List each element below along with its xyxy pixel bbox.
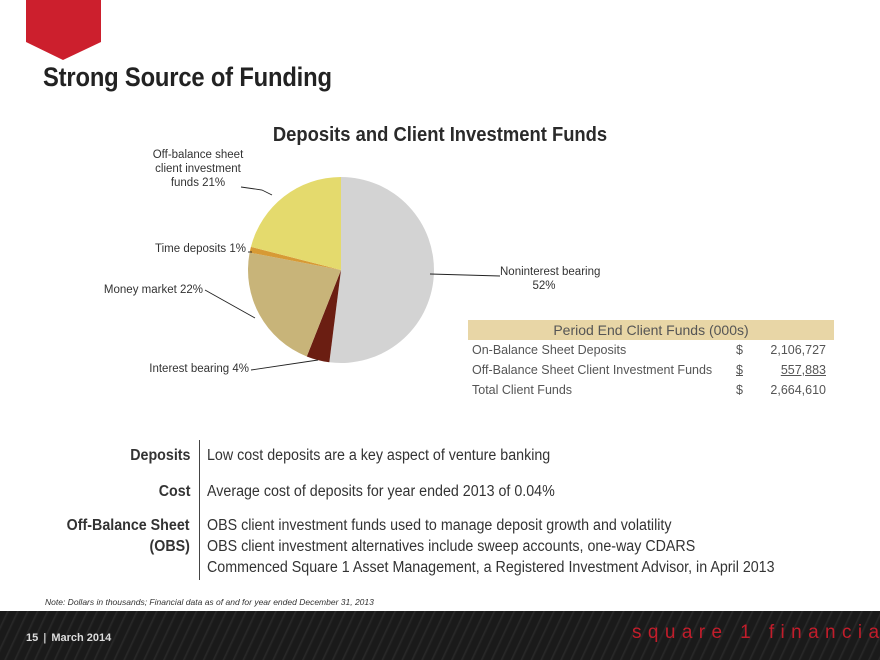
leader-line (250, 359, 319, 371)
leader-line (240, 186, 273, 196)
leader-line (204, 289, 256, 319)
footer-page-info: 15 | March 2014 (26, 632, 111, 644)
footer-date: March 2014 (51, 632, 112, 644)
table-row: Off-Balance Sheet Client Investment Fund… (468, 360, 834, 380)
section-text-obs-2: OBS client investment alternatives inclu… (207, 538, 696, 555)
row-label: Off-Balance Sheet Client Investment Fund… (472, 363, 713, 377)
footer-bar (0, 611, 880, 660)
banner-tab-shape (26, 0, 101, 60)
pie-slice-off-balance-sheet-client-investment-funds (250, 177, 341, 270)
section-text-cost: Average cost of deposits for year ended … (207, 483, 555, 500)
banner-tab (26, 0, 101, 60)
slice-label: Money market 22% (104, 284, 203, 296)
row-amount: 2,664,610 (770, 383, 826, 397)
slice-label: Interest bearing 4% (149, 363, 249, 375)
footer-separator: | (43, 632, 47, 644)
row-label: Total Client Funds (472, 383, 573, 397)
row-currency: $ (736, 343, 743, 357)
section-divider (199, 440, 200, 580)
slice-label: Time deposits 1% (155, 243, 246, 255)
table-header: Period End Client Funds (000s) (468, 320, 834, 340)
section-label-obs-abbr: (OBS) (149, 538, 190, 555)
table-row: On-Balance Sheet Deposits $ 2,106,727 (468, 340, 834, 360)
brand-logo: square 1 financial (632, 622, 880, 643)
section-label-cost: Cost (158, 483, 190, 500)
page-number: 15 (26, 632, 39, 644)
row-amount: 2,106,727 (770, 343, 826, 357)
row-currency: $ (736, 383, 743, 397)
pie-slice-interest-bearing (306, 270, 341, 363)
row-currency: $ (736, 363, 743, 377)
slice-label: Off-balance sheet client investment funds … (153, 149, 244, 189)
pie-slice-time-deposits (249, 246, 341, 270)
row-label: On-Balance Sheet Deposits (472, 343, 627, 357)
section-text-obs-1: OBS client investment funds used to mana… (207, 517, 672, 534)
section-text-obs-3: Commenced Square 1 Asset Management, a R… (207, 559, 775, 576)
section-label-deposits: Deposits (129, 447, 190, 464)
leader-line (429, 273, 501, 277)
client-funds-table: Period End Client Funds (000s) On-Balanc… (468, 320, 834, 400)
row-amount: 557,883 (780, 363, 826, 377)
slice-label: Noninterest bearing 52% (500, 266, 600, 292)
table-row: Total Client Funds $ 2,664,610 (468, 380, 834, 400)
pie-slice-money-market (248, 252, 341, 357)
chart-title: Deposits and Client Investment Funds (272, 124, 608, 146)
section-label-obs: Off-Balance Sheet (67, 517, 190, 534)
page-title: Strong Source of Funding (43, 62, 332, 92)
footnote: Note: Dollars in thousands; Financial da… (45, 597, 374, 607)
pie-slice-noninterest-bearing (329, 177, 434, 363)
section-text-deposits: Low cost deposits are a key aspect of ve… (207, 447, 551, 464)
